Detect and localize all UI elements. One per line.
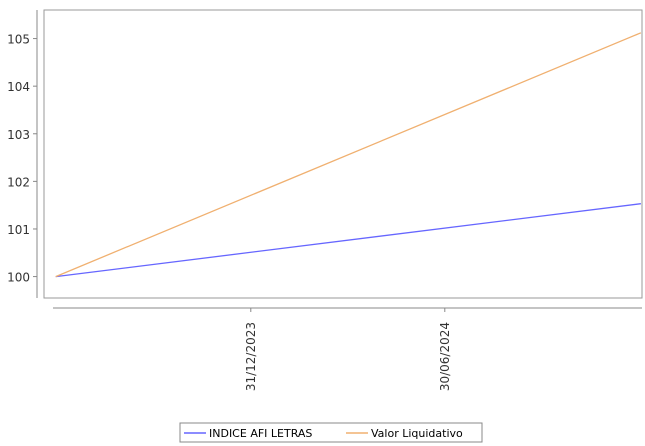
- y-tick-label: 105: [7, 33, 30, 47]
- series-line-valor-liquidativo: [55, 32, 642, 278]
- legend: INDICE AFI LETRAS Valor Liquidativo: [179, 422, 483, 443]
- plot-frame: [43, 9, 643, 299]
- legend-box: [179, 422, 483, 443]
- y-tick-label: 100: [7, 271, 30, 285]
- legend-label-indice-afi-letras: INDICE AFI LETRAS: [209, 427, 312, 440]
- y-tick-label: 102: [7, 175, 30, 189]
- y-axis-ticks: 100 101 102 103 104 105: [7, 33, 37, 285]
- x-tick-label: 30/06/2024: [438, 322, 452, 391]
- y-tick-label: 103: [7, 128, 30, 142]
- series-lines: [55, 32, 642, 278]
- plot-area: 100 101 102 103 104 105 31/12/2023 30/06/2024: [7, 9, 643, 391]
- x-axis-ticks: 31/12/2023 30/06/2024: [244, 308, 452, 391]
- y-tick-label: 104: [7, 80, 30, 94]
- y-tick-label: 101: [7, 223, 30, 237]
- series-line-indice-afi-letras: [55, 203, 641, 278]
- x-tick-label: 31/12/2023: [244, 322, 258, 391]
- legend-label-valor-liquidativo: Valor Liquidativo: [371, 427, 463, 440]
